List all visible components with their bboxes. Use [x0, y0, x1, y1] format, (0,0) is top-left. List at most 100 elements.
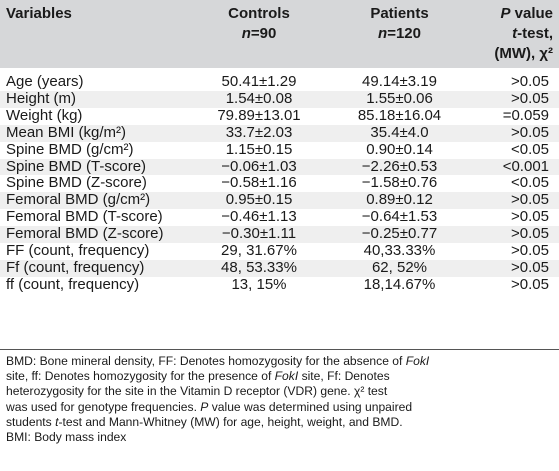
- cell-variable: Weight (kg): [6, 106, 83, 124]
- cell-variable: ff (count, frequency): [6, 275, 140, 293]
- p-value-word: value: [510, 5, 553, 22]
- cell-variable: Height (m): [6, 89, 77, 107]
- header-p-line3: (MW), χ²: [494, 45, 553, 62]
- cell-controls: −0.06±1.03: [221, 157, 297, 175]
- cell-controls: 0.95±0.15: [225, 191, 293, 209]
- table-row: Age (years) 50.41±1.29 49.14±3.19 >0.05: [0, 73, 559, 91]
- table-row: Height (m) 1.54±0.08 1.55±0.06 >0.05: [0, 89, 559, 108]
- cell-variable: Spine BMD (g/cm²): [6, 140, 134, 158]
- footnote-line-6: BMI: Body mass index: [6, 430, 127, 445]
- cell-p-value: >0.05: [511, 123, 549, 141]
- cell-variable: Mean BMI (kg/m²): [6, 123, 127, 141]
- cell-patients: −2.26±0.53: [361, 157, 438, 175]
- cell-p-value: >0.05: [511, 73, 549, 90]
- footnote-italic: FokI: [405, 354, 430, 368]
- cell-variable: Age (years): [6, 73, 84, 90]
- cell-controls: 79.89±13.01: [217, 106, 301, 124]
- table-row: Femoral BMD (Z-score) −0.30±1.11 −0.25±0.7…: [0, 225, 559, 244]
- table-row: Spine BMD (Z-score) −0.58±1.16 −1.58±0.76 <…: [0, 175, 559, 192]
- cell-variable: Spine BMD (Z-score): [6, 174, 147, 192]
- cell-patients: 49.14±3.19: [362, 73, 437, 90]
- cell-controls: 1.54±0.08: [225, 89, 293, 107]
- patients-n-value: =120: [387, 25, 421, 42]
- footnote-italic: t: [55, 414, 59, 429]
- cell-p-value: >0.05: [511, 89, 549, 107]
- table-row: Spine BMD (T-score) −0.06±1.03 −2.26±0.53 <…: [0, 157, 559, 176]
- results-table: Variables Controls n=90 Patients n=120 P…: [0, 0, 559, 294]
- cell-variable: Femoral BMD (T-score): [6, 208, 163, 226]
- cell-patients: 0.90±0.14: [366, 140, 433, 158]
- cell-patients: −0.25±0.77: [361, 225, 438, 243]
- header-patients-label: Patients: [370, 5, 429, 22]
- cell-p-value: >0.05: [511, 258, 549, 276]
- cell-p-value: =0.059: [502, 106, 549, 124]
- footnote-line-4: was used for genotype frequencies. P val…: [6, 400, 553, 415]
- controls-n-value: =90: [250, 25, 277, 42]
- table-header: Variables Controls n=90 Patients n=120 P…: [0, 0, 559, 68]
- table-row: Weight (kg) 79.89±13.01 85.18±16.04 =0.059: [0, 106, 559, 125]
- cell-p-value: <0.05: [511, 140, 549, 158]
- cell-controls: −0.58±1.16: [221, 174, 297, 192]
- table-footnote: BMD: Bone mineral density, FF: Denotes h…: [0, 349, 559, 471]
- cell-controls: 50.41±1.29: [221, 73, 297, 90]
- cell-variable: FF (count, frequency): [6, 242, 150, 260]
- patients-n-letter: n: [378, 25, 388, 42]
- cell-variable: Ff (count, frequency): [6, 258, 145, 276]
- cell-p-value: <0.05: [511, 174, 549, 192]
- footnote-text: site, Ff: Denotes: [298, 369, 390, 384]
- footnote-line-1: BMD: Bone mineral density, FF: Denotes h…: [6, 354, 553, 369]
- table-row: Femoral BMD (T-score) −0.46±1.13 −0.64±1.5…: [0, 208, 559, 226]
- cell-patients: 62, 52%: [371, 258, 428, 276]
- cell-p-value: >0.05: [511, 225, 549, 243]
- t-test-word: -test,: [517, 25, 553, 42]
- cell-controls: 33.7±2.03: [225, 123, 293, 141]
- header-patients-n: n=120: [332, 24, 467, 44]
- cell-patients: 1.55±0.06: [366, 89, 433, 107]
- cell-p-value: <0.001: [502, 157, 549, 175]
- t-letter: t: [512, 25, 518, 42]
- cell-variable: Femoral BMD (g/cm²): [6, 191, 151, 209]
- cell-p-value: >0.05: [511, 208, 549, 226]
- cell-patients: 85.18±16.04: [357, 106, 442, 124]
- footnote-line-5: students t-test and Mann-Whitney (MW) fo…: [6, 415, 553, 430]
- cell-controls: 48, 53.33%: [221, 258, 297, 276]
- footnote-text: site, ff: Denotes homozygosity for the p…: [6, 369, 275, 384]
- cell-controls: 13, 15%: [231, 275, 287, 293]
- cell-controls: −0.46±1.13: [221, 208, 297, 226]
- header-controls: Controls n=90: [190, 0, 328, 68]
- header-patients: Patients n=120: [328, 0, 471, 68]
- header-p-value: P value t-test, (MW), χ²: [471, 0, 559, 68]
- footnote-line-3: heterozygosity for the site in the Vitam…: [6, 384, 388, 399]
- cell-p-value: >0.05: [511, 242, 549, 260]
- cell-variable: Femoral BMD (Z-score): [6, 225, 164, 243]
- table-row: Spine BMD (g/cm²) 1.15±0.15 0.90±0.14 <0.05: [0, 140, 559, 159]
- cell-controls: 1.15±0.15: [225, 140, 293, 158]
- footnote-italic: FokI: [274, 369, 299, 384]
- cell-p-value: >0.05: [511, 275, 549, 293]
- controls-n-letter: n: [241, 25, 251, 42]
- footnote-text: students: [6, 414, 56, 429]
- cell-controls: 29, 31.67%: [221, 242, 297, 260]
- footnote-text: -test and Mann-Whitney (MW) for age, hei…: [58, 414, 403, 429]
- footnote-line-2: site, ff: Denotes homozygosity for the p…: [6, 369, 553, 384]
- footnote-text: value was determined using unpaired: [208, 399, 413, 414]
- header-controls-label: Controls: [228, 5, 290, 22]
- cell-patients: 0.89±0.12: [366, 191, 433, 209]
- table-row: ff (count, frequency) 13, 15% 18,14.67% >0.…: [0, 275, 559, 294]
- footnote-text: BMD: Bone mineral density, FF: Denotes h…: [6, 354, 406, 368]
- header-controls-n: n=90: [194, 24, 324, 44]
- table-row: Ff (count, frequency) 48, 53.33% 62, 52% >0…: [0, 258, 559, 277]
- table-row: Mean BMI (kg/m²) 33.7±2.03 35.4±4.0 >0.05: [0, 123, 559, 142]
- table-row: Femoral BMD (g/cm²) 0.95±0.15 0.89±0.12 >0.…: [0, 191, 559, 210]
- table-body: Age (years) 50.41±1.29 49.14±3.19 >0.05 Heig…: [0, 73, 559, 294]
- cell-patients: 18,14.67%: [363, 275, 436, 293]
- cell-patients: −0.64±1.53: [361, 208, 438, 226]
- cell-patients: −1.58±0.76: [361, 174, 438, 192]
- p-letter: P: [500, 5, 511, 22]
- footnote-italic: P: [200, 399, 209, 414]
- table-row: FF (count, frequency) 29, 31.67% 40,33.33%…: [0, 242, 559, 260]
- cell-patients: 35.4±4.0: [370, 123, 429, 141]
- footnote-text: was used for genotype frequencies.: [6, 399, 201, 414]
- cell-variable: Spine BMD (T-score): [6, 157, 147, 175]
